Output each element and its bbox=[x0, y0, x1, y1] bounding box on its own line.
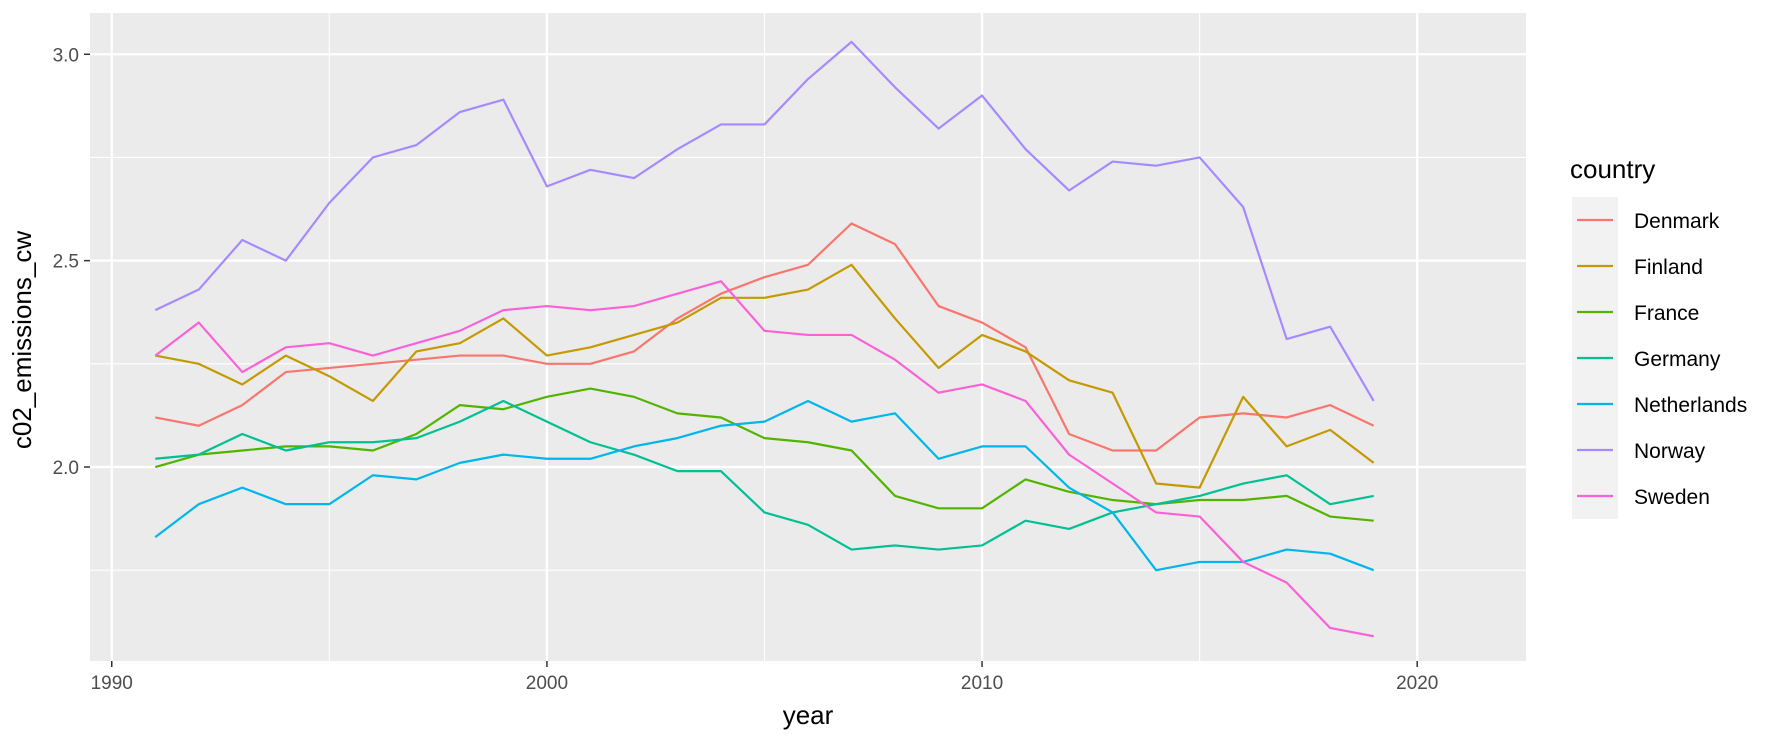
legend-item-norway: Norway bbox=[1572, 427, 1706, 473]
legend-item-finland: Finland bbox=[1572, 243, 1703, 289]
series-line-germany bbox=[155, 399, 1374, 551]
series-line-norway bbox=[154, 40, 1375, 402]
major-gridlines bbox=[90, 13, 1526, 661]
y-axis: 2.0 2.5 3.0 bbox=[53, 45, 90, 479]
legend-title: country bbox=[1570, 154, 1655, 184]
legend-label: Netherlands bbox=[1634, 394, 1747, 417]
series-line-sweden bbox=[154, 280, 1374, 638]
legend-label: Finland bbox=[1634, 256, 1703, 279]
x-axis-title: year bbox=[783, 700, 834, 730]
series-lines bbox=[154, 40, 1375, 638]
y-axis-title: c02_emissions_cw bbox=[7, 231, 37, 449]
series-line-france bbox=[154, 387, 1374, 522]
legend-label: Norway bbox=[1634, 440, 1706, 463]
legend-items: Denmark Finland France Germany Netherlands No… bbox=[1572, 197, 1747, 519]
series-line-finland bbox=[155, 263, 1375, 489]
minor-gridlines bbox=[90, 13, 1526, 661]
legend-item-france: France bbox=[1572, 289, 1699, 335]
legend-label: France bbox=[1634, 302, 1699, 325]
y-tick-label: 3.0 bbox=[53, 45, 79, 66]
x-tick-label: 2000 bbox=[526, 673, 568, 694]
x-tick-label: 2010 bbox=[961, 673, 1003, 694]
legend-item-germany: Germany bbox=[1572, 335, 1721, 381]
legend-item-sweden: Sweden bbox=[1572, 473, 1710, 519]
legend-item-denmark: Denmark bbox=[1572, 197, 1720, 243]
legend: country Denmark Finland France Germany Nethe… bbox=[1570, 154, 1747, 519]
x-tick-label: 2020 bbox=[1396, 673, 1438, 694]
legend-item-netherlands: Netherlands bbox=[1572, 381, 1747, 427]
y-tick-label: 2.5 bbox=[53, 252, 79, 273]
series-line-denmark bbox=[155, 222, 1375, 452]
y-tick-label: 2.0 bbox=[53, 458, 79, 479]
x-axis: 1990 2000 2010 2020 bbox=[91, 661, 1438, 694]
legend-label: Sweden bbox=[1634, 486, 1710, 509]
series-line-netherlands bbox=[154, 399, 1375, 572]
plot-panel bbox=[90, 13, 1526, 661]
x-tick-label: 1990 bbox=[91, 673, 133, 694]
legend-label: Denmark bbox=[1634, 210, 1720, 233]
legend-label: Germany bbox=[1634, 348, 1721, 371]
